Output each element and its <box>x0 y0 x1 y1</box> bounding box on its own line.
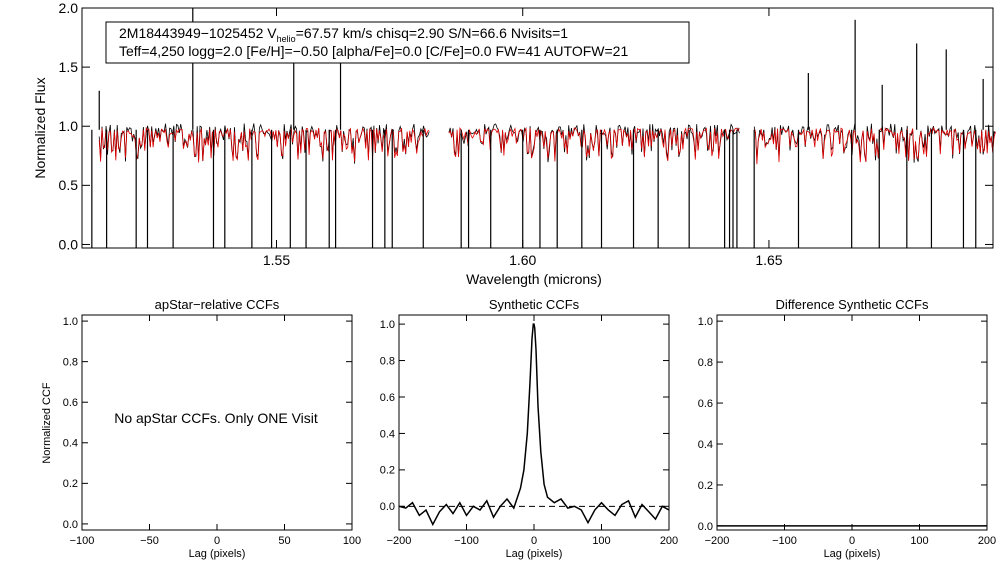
y-tick-label: 2.0 <box>59 0 79 16</box>
y-tick-label: 0.6 <box>698 398 713 410</box>
y-tick-label: 0.0 <box>698 521 713 533</box>
spectrum-xlabel: Wavelength (microns) <box>466 271 602 287</box>
x-tick-label: −50 <box>140 535 159 547</box>
x-tick-label: 0 <box>849 535 855 547</box>
y-tick-label: 0.4 <box>698 439 713 451</box>
x-tick-label: 100 <box>910 535 928 547</box>
spectrum-panel: 1.55 1.60 1.65 0.0 0.5 1.0 1.5 2.0 2M18443949−1… <box>32 0 996 287</box>
x-tick-label: 200 <box>978 535 996 547</box>
synthetic-ccf-panel: −200 −100 0 100 200 0.0 0.2 0.4 0.6 0.8 1.0 Synthe… <box>380 297 678 560</box>
x-tick-label: −100 <box>70 535 95 547</box>
y-tick-label: 0.0 <box>63 519 78 531</box>
difference-ccf-frame <box>716 314 988 531</box>
model-spectrum-segment <box>98 126 430 163</box>
spectrum-frame <box>81 7 994 249</box>
info-box <box>105 21 690 64</box>
x-tick-label: −100 <box>772 535 797 547</box>
synthetic-ccf-frame <box>398 314 670 531</box>
x-tick-label: 1.65 <box>755 252 782 268</box>
difference-ccf-axis-ticks: −200 −100 0 100 200 0.0 0.2 0.4 0.6 0.8 1.0 <box>698 315 996 547</box>
y-tick-label: 1.0 <box>380 319 395 331</box>
x-tick-label: −200 <box>705 535 730 547</box>
info-line-1: 2M18443949−1025452 Vhelio=67.57 km/s chi… <box>119 25 568 44</box>
spectrum-axis-ticks: 1.55 1.60 1.65 0.0 0.5 1.0 1.5 2.0 <box>59 0 993 268</box>
y-tick-label: 0.2 <box>63 478 78 490</box>
x-tick-label: 50 <box>278 535 290 547</box>
y-tick-label: 0.4 <box>380 428 395 440</box>
model-spectrum-segment <box>753 126 996 165</box>
y-tick-label: 0.8 <box>63 357 78 369</box>
difference-ccf-xlabel: Lag (pixels) <box>824 548 881 560</box>
y-tick-label: 0.8 <box>698 357 713 369</box>
y-tick-label: 0.0 <box>380 501 395 513</box>
apstar-ccf-xlabel: Lag (pixels) <box>189 548 246 560</box>
y-tick-label: 1.0 <box>59 118 79 134</box>
synthetic-ccf-title: Synthetic CCFs <box>489 297 580 312</box>
difference-ccf-title: Difference Synthetic CCFs <box>776 297 929 312</box>
no-ccf-annotation: No apStar CCFs. Only ONE Visit <box>114 410 318 426</box>
y-tick-label: 0.6 <box>63 397 78 409</box>
x-tick-label: 200 <box>660 535 678 547</box>
apstar-ccf-panel: −100 −50 0 50 100 0.0 0.2 0.4 0.6 0.8 1.0 apStar−r… <box>41 297 361 560</box>
x-tick-label: −100 <box>454 535 479 547</box>
y-tick-label: 0.6 <box>380 392 395 404</box>
x-tick-label: 1.60 <box>509 252 536 268</box>
y-tick-label: 0.5 <box>59 177 79 193</box>
y-tick-label: 0.2 <box>698 480 713 492</box>
x-tick-label: 100 <box>343 535 361 547</box>
y-tick-label: 0.4 <box>63 438 78 450</box>
spectrum-plot-area <box>91 8 996 248</box>
synthetic-ccf-plot-area <box>398 323 670 527</box>
info-line-2: Teff=4,250 logg=2.0 [Fe/H]=−0.50 [alpha/… <box>119 43 628 59</box>
y-tick-label: 0.0 <box>59 236 79 252</box>
synthetic-ccf-xlabel: Lag (pixels) <box>506 548 563 560</box>
synthetic-ccf-axis-ticks: −200 −100 0 100 200 0.0 0.2 0.4 0.6 0.8 1.0 <box>380 315 678 547</box>
x-tick-label: 0 <box>531 535 537 547</box>
difference-ccf-panel: −200 −100 0 100 200 0.0 0.2 0.4 0.6 0.8 1.0 Differ… <box>698 297 996 560</box>
x-tick-label: 100 <box>592 535 610 547</box>
x-tick-label: 1.55 <box>263 252 290 268</box>
y-tick-label: 1.0 <box>698 316 713 328</box>
y-tick-label: 0.8 <box>380 355 395 367</box>
y-tick-label: 1.5 <box>59 59 79 75</box>
synthetic-ccf-line <box>398 323 670 527</box>
apstar-ccf-ylabel: Normalized CCF <box>41 382 53 464</box>
apstar-ccf-axis-ticks: −100 −50 0 50 100 0.0 0.2 0.4 0.6 0.8 1.0 <box>63 315 361 547</box>
apstar-ccf-title: apStar−relative CCFs <box>155 297 280 312</box>
y-tick-label: 0.2 <box>380 465 395 477</box>
x-tick-label: −200 <box>387 535 412 547</box>
spectrum-ylabel: Normalized Flux <box>32 77 48 178</box>
x-tick-label: 0 <box>214 535 220 547</box>
model-spectrum-segment <box>448 126 740 162</box>
y-tick-label: 1.0 <box>63 316 78 328</box>
